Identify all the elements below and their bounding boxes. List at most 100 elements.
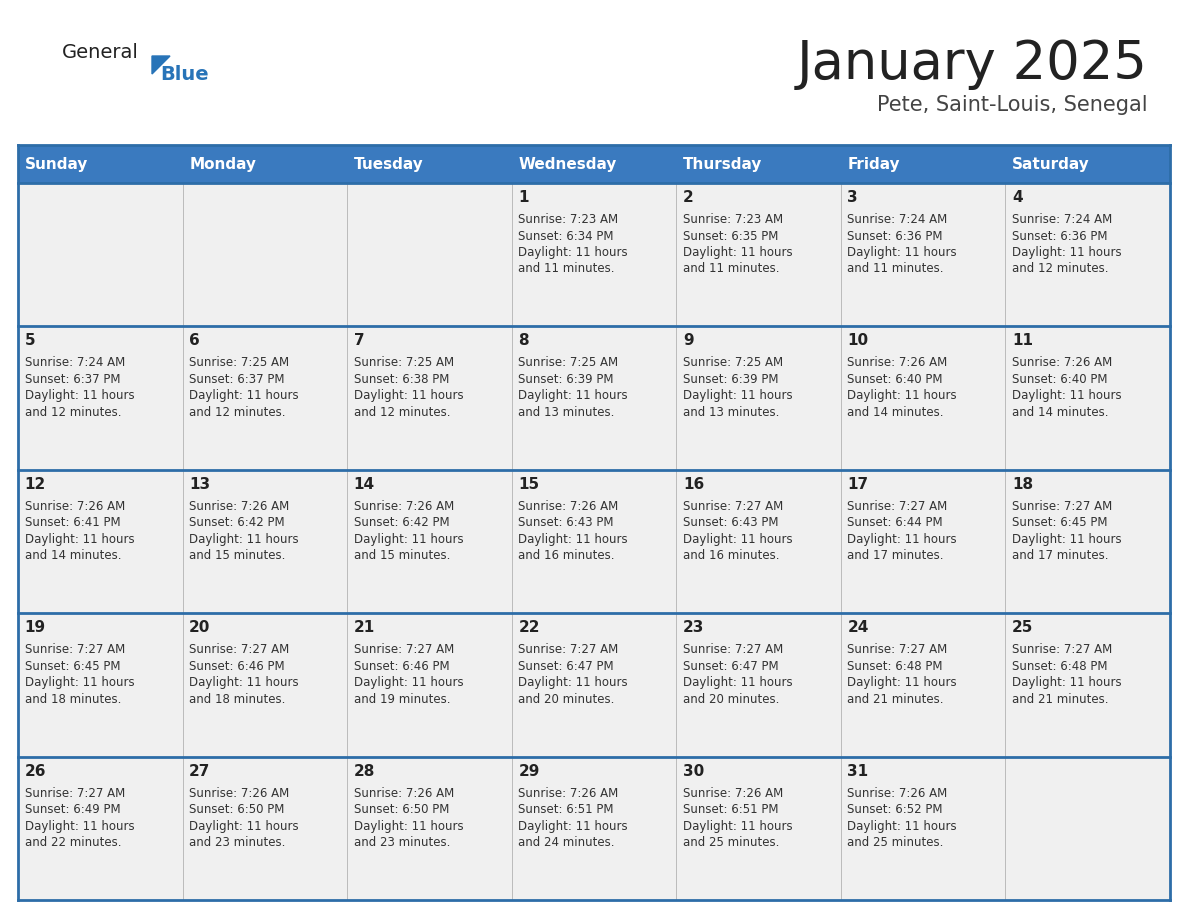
Bar xyxy=(18,470,1170,613)
Text: and 16 minutes.: and 16 minutes. xyxy=(683,549,779,563)
Text: 28: 28 xyxy=(354,764,375,778)
Text: Pete, Saint-Louis, Senegal: Pete, Saint-Louis, Senegal xyxy=(878,95,1148,115)
Text: Sunset: 6:37 PM: Sunset: 6:37 PM xyxy=(189,373,285,386)
Text: and 14 minutes.: and 14 minutes. xyxy=(847,406,944,419)
Text: and 20 minutes.: and 20 minutes. xyxy=(683,693,779,706)
Text: 17: 17 xyxy=(847,476,868,492)
Text: Daylight: 11 hours: Daylight: 11 hours xyxy=(354,820,463,833)
Text: and 17 minutes.: and 17 minutes. xyxy=(1012,549,1108,563)
Text: 31: 31 xyxy=(847,764,868,778)
Text: Daylight: 11 hours: Daylight: 11 hours xyxy=(518,677,628,689)
Text: Daylight: 11 hours: Daylight: 11 hours xyxy=(1012,246,1121,259)
Text: Daylight: 11 hours: Daylight: 11 hours xyxy=(189,820,298,833)
Text: Sunrise: 7:25 AM: Sunrise: 7:25 AM xyxy=(189,356,290,369)
Text: Daylight: 11 hours: Daylight: 11 hours xyxy=(25,389,134,402)
Text: Daylight: 11 hours: Daylight: 11 hours xyxy=(847,246,958,259)
Text: Sunrise: 7:27 AM: Sunrise: 7:27 AM xyxy=(847,499,948,513)
Text: 13: 13 xyxy=(189,476,210,492)
Text: Sunrise: 7:26 AM: Sunrise: 7:26 AM xyxy=(847,787,948,800)
Text: and 12 minutes.: and 12 minutes. xyxy=(189,406,285,419)
Text: 12: 12 xyxy=(25,476,46,492)
Text: Sunset: 6:42 PM: Sunset: 6:42 PM xyxy=(189,516,285,530)
Text: Daylight: 11 hours: Daylight: 11 hours xyxy=(189,389,298,402)
Text: Daylight: 11 hours: Daylight: 11 hours xyxy=(354,532,463,546)
Text: Daylight: 11 hours: Daylight: 11 hours xyxy=(1012,389,1121,402)
Text: and 11 minutes.: and 11 minutes. xyxy=(518,263,615,275)
Text: 7: 7 xyxy=(354,333,365,349)
Bar xyxy=(18,145,1170,183)
Text: 2: 2 xyxy=(683,190,694,205)
Text: Sunset: 6:39 PM: Sunset: 6:39 PM xyxy=(518,373,614,386)
Text: and 21 minutes.: and 21 minutes. xyxy=(1012,693,1108,706)
Text: Sunrise: 7:27 AM: Sunrise: 7:27 AM xyxy=(354,644,454,656)
Text: Daylight: 11 hours: Daylight: 11 hours xyxy=(25,820,134,833)
Text: Sunrise: 7:26 AM: Sunrise: 7:26 AM xyxy=(518,787,619,800)
Text: Tuesday: Tuesday xyxy=(354,156,423,172)
Polygon shape xyxy=(152,56,170,74)
Text: Daylight: 11 hours: Daylight: 11 hours xyxy=(25,532,134,546)
Text: Sunrise: 7:25 AM: Sunrise: 7:25 AM xyxy=(354,356,454,369)
Text: and 18 minutes.: and 18 minutes. xyxy=(189,693,285,706)
Text: Sunset: 6:49 PM: Sunset: 6:49 PM xyxy=(25,803,120,816)
Text: 23: 23 xyxy=(683,621,704,635)
Text: and 12 minutes.: and 12 minutes. xyxy=(354,406,450,419)
Text: Sunrise: 7:25 AM: Sunrise: 7:25 AM xyxy=(683,356,783,369)
Text: Sunrise: 7:26 AM: Sunrise: 7:26 AM xyxy=(683,787,783,800)
Text: Saturday: Saturday xyxy=(1012,156,1089,172)
Text: Wednesday: Wednesday xyxy=(518,156,617,172)
Text: Daylight: 11 hours: Daylight: 11 hours xyxy=(1012,677,1121,689)
Text: 4: 4 xyxy=(1012,190,1023,205)
Text: Sunrise: 7:26 AM: Sunrise: 7:26 AM xyxy=(189,499,290,513)
Text: Sunrise: 7:26 AM: Sunrise: 7:26 AM xyxy=(1012,356,1112,369)
Text: Sunrise: 7:27 AM: Sunrise: 7:27 AM xyxy=(683,499,783,513)
Text: Daylight: 11 hours: Daylight: 11 hours xyxy=(683,246,792,259)
Text: Sunset: 6:43 PM: Sunset: 6:43 PM xyxy=(683,516,778,530)
Text: Sunrise: 7:24 AM: Sunrise: 7:24 AM xyxy=(1012,213,1112,226)
Text: Daylight: 11 hours: Daylight: 11 hours xyxy=(847,532,958,546)
Bar xyxy=(18,613,1170,756)
Text: and 23 minutes.: and 23 minutes. xyxy=(354,836,450,849)
Text: 6: 6 xyxy=(189,333,200,349)
Text: and 22 minutes.: and 22 minutes. xyxy=(25,836,121,849)
Text: Blue: Blue xyxy=(160,65,209,84)
Text: Sunset: 6:45 PM: Sunset: 6:45 PM xyxy=(1012,516,1107,530)
Text: and 20 minutes.: and 20 minutes. xyxy=(518,693,614,706)
Text: Sunrise: 7:27 AM: Sunrise: 7:27 AM xyxy=(1012,644,1112,656)
Bar xyxy=(18,327,1170,470)
Text: Sunrise: 7:26 AM: Sunrise: 7:26 AM xyxy=(354,499,454,513)
Text: 26: 26 xyxy=(25,764,46,778)
Text: Daylight: 11 hours: Daylight: 11 hours xyxy=(683,389,792,402)
Text: Daylight: 11 hours: Daylight: 11 hours xyxy=(518,389,628,402)
Text: 27: 27 xyxy=(189,764,210,778)
Text: 22: 22 xyxy=(518,621,539,635)
Text: 9: 9 xyxy=(683,333,694,349)
Text: Sunrise: 7:27 AM: Sunrise: 7:27 AM xyxy=(847,644,948,656)
Text: Daylight: 11 hours: Daylight: 11 hours xyxy=(518,532,628,546)
Text: Daylight: 11 hours: Daylight: 11 hours xyxy=(683,677,792,689)
Text: Sunrise: 7:26 AM: Sunrise: 7:26 AM xyxy=(847,356,948,369)
Text: Sunrise: 7:24 AM: Sunrise: 7:24 AM xyxy=(847,213,948,226)
Text: 11: 11 xyxy=(1012,333,1034,349)
Text: Thursday: Thursday xyxy=(683,156,763,172)
Text: 10: 10 xyxy=(847,333,868,349)
Text: Daylight: 11 hours: Daylight: 11 hours xyxy=(847,820,958,833)
Text: Daylight: 11 hours: Daylight: 11 hours xyxy=(518,246,628,259)
Text: and 19 minutes.: and 19 minutes. xyxy=(354,693,450,706)
Text: and 12 minutes.: and 12 minutes. xyxy=(1012,263,1108,275)
Text: and 12 minutes.: and 12 minutes. xyxy=(25,406,121,419)
Text: 3: 3 xyxy=(847,190,858,205)
Text: Daylight: 11 hours: Daylight: 11 hours xyxy=(847,389,958,402)
Text: Daylight: 11 hours: Daylight: 11 hours xyxy=(25,677,134,689)
Text: Sunset: 6:47 PM: Sunset: 6:47 PM xyxy=(683,660,778,673)
Text: and 16 minutes.: and 16 minutes. xyxy=(518,549,615,563)
Text: Sunset: 6:34 PM: Sunset: 6:34 PM xyxy=(518,230,614,242)
Text: Sunday: Sunday xyxy=(25,156,88,172)
Text: Daylight: 11 hours: Daylight: 11 hours xyxy=(847,677,958,689)
Text: 20: 20 xyxy=(189,621,210,635)
Text: 15: 15 xyxy=(518,476,539,492)
Text: and 17 minutes.: and 17 minutes. xyxy=(847,549,944,563)
Text: Sunset: 6:40 PM: Sunset: 6:40 PM xyxy=(1012,373,1107,386)
Text: 24: 24 xyxy=(847,621,868,635)
Text: Sunset: 6:51 PM: Sunset: 6:51 PM xyxy=(683,803,778,816)
Text: and 25 minutes.: and 25 minutes. xyxy=(847,836,943,849)
